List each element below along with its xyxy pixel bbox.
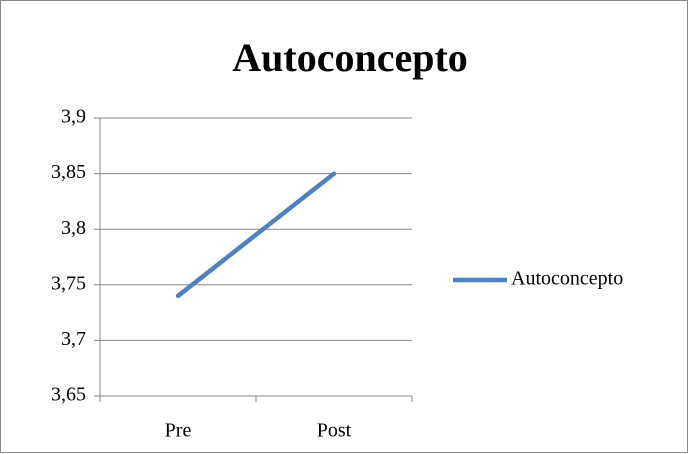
y-tick-label: 3,75 <box>51 272 86 294</box>
y-tick-label: 3,65 <box>51 384 86 406</box>
x-tick-label: Pre <box>165 420 192 442</box>
y-tick-label: 3,8 <box>61 217 86 239</box>
legend-label: Autoconcepto <box>511 268 623 290</box>
x-tick-label: Post <box>317 420 352 442</box>
chart-title: Autoconcepto <box>232 35 468 80</box>
y-tick-label: 3,9 <box>61 106 86 128</box>
y-tick-label: 3,7 <box>61 328 86 350</box>
y-tick-label: 3,85 <box>51 161 86 183</box>
series-line <box>175 171 337 299</box>
